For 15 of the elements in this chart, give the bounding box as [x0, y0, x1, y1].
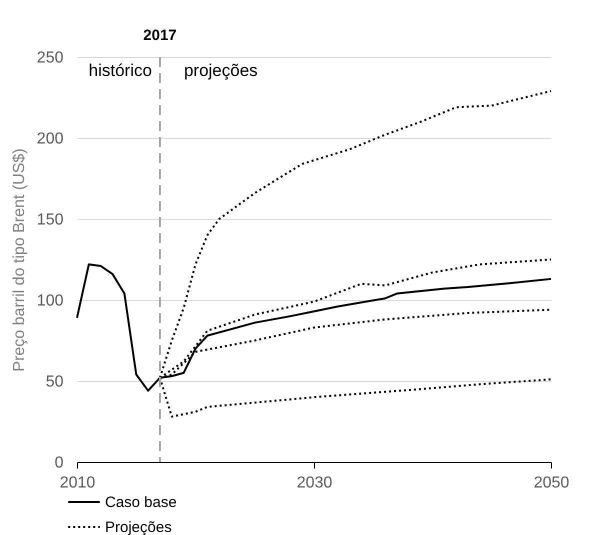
x-tick-label: 2050 [534, 474, 570, 492]
y-tick-label: 50 [46, 374, 64, 390]
y-tick-label: 0 [54, 454, 64, 472]
y-tick-label: 150 [36, 212, 64, 228]
y-tick-label: 250 [36, 50, 64, 66]
annotation: histórico [88, 61, 152, 80]
y-tick-label: 100 [36, 292, 64, 310]
legend-label: Caso base [105, 494, 177, 511]
legend-label: Projeções [105, 519, 172, 535]
annotation: projeções [184, 61, 258, 80]
x-tick-label: 2010 [60, 474, 96, 492]
y-axis-title: Preço barril do tipo Brent (US$) [10, 148, 28, 372]
y-tick-label: 200 [36, 130, 64, 148]
ref-line-label: 2017 [143, 27, 177, 44]
x-tick-label: 2030 [296, 474, 332, 492]
